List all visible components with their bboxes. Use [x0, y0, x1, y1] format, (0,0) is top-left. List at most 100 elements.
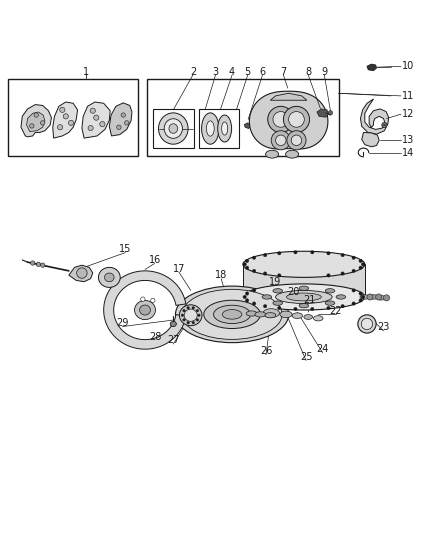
- Ellipse shape: [243, 284, 365, 310]
- Ellipse shape: [184, 309, 197, 321]
- Circle shape: [245, 266, 249, 270]
- Ellipse shape: [204, 300, 260, 328]
- Circle shape: [341, 253, 344, 257]
- Text: 12: 12: [402, 109, 414, 119]
- Polygon shape: [110, 103, 132, 136]
- Circle shape: [327, 273, 330, 277]
- Circle shape: [60, 107, 65, 112]
- Polygon shape: [82, 102, 110, 138]
- Ellipse shape: [276, 290, 332, 303]
- Text: 27: 27: [167, 335, 180, 345]
- Circle shape: [57, 125, 63, 130]
- Circle shape: [327, 306, 330, 310]
- Circle shape: [41, 263, 45, 268]
- Ellipse shape: [222, 122, 228, 135]
- Text: 18: 18: [215, 270, 227, 280]
- Circle shape: [34, 113, 39, 117]
- Polygon shape: [362, 133, 379, 147]
- Circle shape: [192, 321, 194, 324]
- Ellipse shape: [262, 295, 272, 299]
- Ellipse shape: [361, 318, 373, 329]
- Circle shape: [263, 304, 267, 308]
- Circle shape: [121, 113, 125, 117]
- Text: 28: 28: [150, 332, 162, 342]
- Ellipse shape: [273, 301, 283, 305]
- Polygon shape: [53, 102, 78, 138]
- Circle shape: [263, 253, 267, 257]
- Ellipse shape: [299, 303, 309, 308]
- Circle shape: [327, 252, 330, 255]
- Circle shape: [41, 120, 45, 125]
- Circle shape: [252, 269, 256, 273]
- Ellipse shape: [325, 301, 335, 305]
- Ellipse shape: [246, 311, 257, 316]
- Circle shape: [294, 308, 297, 311]
- Ellipse shape: [176, 286, 289, 343]
- Circle shape: [271, 131, 290, 150]
- Ellipse shape: [286, 150, 299, 158]
- Circle shape: [196, 309, 199, 312]
- Ellipse shape: [201, 113, 219, 144]
- Polygon shape: [270, 93, 307, 100]
- Circle shape: [367, 294, 373, 300]
- Ellipse shape: [273, 289, 283, 293]
- Polygon shape: [104, 271, 186, 349]
- Circle shape: [283, 107, 310, 133]
- Circle shape: [192, 306, 194, 309]
- Polygon shape: [367, 64, 377, 71]
- Ellipse shape: [325, 289, 335, 293]
- Text: 8: 8: [305, 67, 311, 77]
- Ellipse shape: [140, 305, 150, 315]
- Text: 19: 19: [268, 277, 281, 287]
- Circle shape: [352, 289, 355, 292]
- Ellipse shape: [377, 296, 386, 300]
- Circle shape: [117, 125, 121, 130]
- Text: 25: 25: [300, 352, 312, 362]
- Circle shape: [183, 309, 185, 312]
- Text: 6: 6: [259, 67, 265, 77]
- Circle shape: [291, 135, 302, 146]
- Circle shape: [124, 120, 129, 125]
- Circle shape: [278, 306, 281, 310]
- Ellipse shape: [182, 289, 282, 340]
- Polygon shape: [360, 99, 389, 134]
- Text: 10: 10: [402, 61, 414, 71]
- Ellipse shape: [286, 293, 321, 301]
- Circle shape: [276, 135, 286, 146]
- Ellipse shape: [134, 301, 155, 320]
- Ellipse shape: [360, 295, 370, 299]
- Circle shape: [278, 273, 281, 277]
- Circle shape: [63, 114, 68, 119]
- Bar: [153, 109, 194, 148]
- Circle shape: [384, 295, 390, 301]
- Bar: [8, 79, 138, 156]
- Polygon shape: [69, 265, 93, 282]
- Circle shape: [287, 131, 306, 150]
- Ellipse shape: [222, 310, 242, 319]
- Bar: [199, 109, 239, 148]
- Ellipse shape: [99, 268, 120, 287]
- Circle shape: [36, 262, 41, 266]
- Circle shape: [278, 252, 281, 255]
- Text: 1: 1: [83, 67, 89, 77]
- Circle shape: [359, 298, 362, 302]
- Polygon shape: [244, 123, 251, 128]
- Circle shape: [30, 124, 34, 128]
- Text: 16: 16: [148, 255, 161, 265]
- Circle shape: [294, 251, 297, 254]
- Ellipse shape: [369, 295, 378, 299]
- Circle shape: [289, 111, 304, 127]
- Circle shape: [151, 298, 155, 303]
- Ellipse shape: [164, 119, 183, 139]
- Ellipse shape: [243, 251, 365, 277]
- Circle shape: [183, 319, 185, 321]
- Text: 24: 24: [316, 344, 329, 354]
- Text: 13: 13: [402, 135, 414, 146]
- Circle shape: [243, 263, 247, 266]
- Ellipse shape: [299, 286, 309, 290]
- Circle shape: [263, 272, 267, 275]
- Text: 22: 22: [329, 306, 342, 316]
- Circle shape: [100, 122, 105, 127]
- Circle shape: [341, 272, 344, 275]
- Text: 17: 17: [173, 264, 185, 273]
